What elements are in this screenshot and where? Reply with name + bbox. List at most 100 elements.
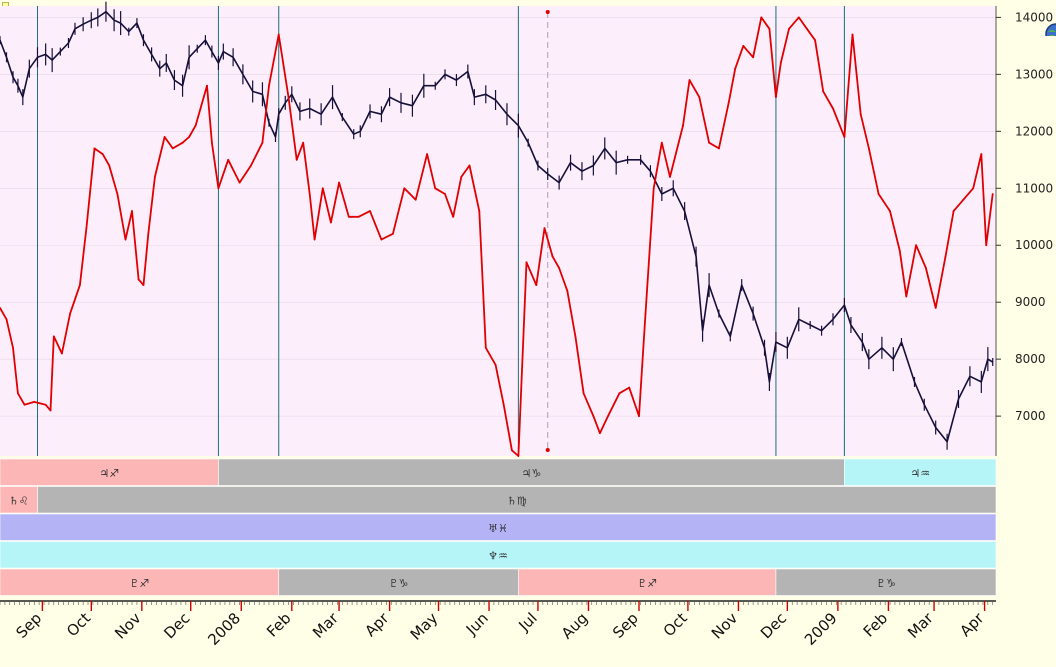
indicator-series-point [543,227,546,230]
x-tick-label: Dec [160,609,193,642]
indicator-series-point [468,164,471,167]
indicator-series-point [142,284,145,287]
x-tick-label: Jul [515,609,541,635]
dashed-marker-top-point [545,10,550,14]
indicator-series-point [268,84,270,87]
indicator-series-point [775,96,777,99]
indicator-series-point [717,147,720,150]
indicator-series-point [760,16,763,19]
band-segment-label: ♃♑ [522,467,542,480]
indicator-series-point [991,193,994,195]
x-tick-label: Oct [660,609,691,640]
indicator-series-point [566,289,569,292]
band-segment [0,541,997,569]
indicator-series-point [338,181,340,184]
indicator-series-point [78,284,81,287]
indicator-series-point [628,386,631,389]
indicator-series-point [925,267,927,269]
indicator-series-point [163,136,166,138]
indicator-series-line [0,16,994,457]
indicator-series-point [797,16,800,19]
indicator-series-point [779,62,782,64]
x-tick-label: Oct [63,609,94,640]
indicator-series-point [598,432,601,435]
indicator-series-point [582,392,585,395]
band-segment-label: ♇♐ [130,577,150,590]
indicator-series-point [227,158,230,161]
indicator-series-point [915,244,918,247]
indicator-series-point [0,306,1,309]
y-tick-label: 12000 [1015,124,1053,138]
indicator-series-point [638,415,640,418]
x-tick-label: Dec [757,609,790,642]
indicator-series-point [452,215,455,218]
indicator-series-point [391,232,394,235]
x-tick-label: May [407,609,442,644]
indicator-series-point [49,409,52,412]
indicator-series-point [618,392,621,395]
indicator-series-point [69,312,71,315]
indicator-series-point [380,238,383,241]
indicator-series-point [33,400,36,403]
indicator-series-point [494,363,497,366]
indicator-series-point [181,141,184,144]
x-tick-label: 2009 [801,609,841,649]
indicator-series-point [558,267,561,269]
indicator-series-point [369,210,371,212]
x-tick-label: Nov [111,609,145,643]
indicator-series-point [295,158,298,161]
band-segment-label: ♃♒ [910,467,930,480]
indicator-series-point [898,250,901,252]
indicator-series-point [734,67,737,70]
dashed-marker-bottom-point [545,448,550,452]
band-segment-label: ♇♑ [389,577,409,590]
globe-icon[interactable] [1044,22,1056,36]
indicator-series-point [788,27,790,30]
band-segment [844,458,997,486]
indicator-series-point [980,153,983,156]
indicator-series-point [574,335,577,338]
y-tick-label: 11000 [1015,181,1053,195]
indicator-series-point [877,193,880,195]
indicator-series-point [137,278,140,281]
band-segment-label: ♇♐ [637,577,657,590]
indicator-series-point [313,238,316,241]
indicator-series-point [61,352,63,355]
y-tick-label: 8000 [1015,352,1046,366]
indicator-series-point [551,255,554,258]
indicator-series-point [806,27,808,30]
indicator-series-point [85,227,88,230]
indicator-series-point [44,403,47,406]
y-tick-label: 14000 [1015,10,1053,24]
indicator-series-point [669,175,671,178]
x-tick-label: Mar [309,609,342,642]
indicator-series-point [101,153,104,156]
band-segment [775,568,997,596]
x-tick-label: Feb [860,609,892,641]
indicator-series-point [287,96,290,99]
band-segment-label: ♃♐ [99,467,119,480]
x-tick-label: Jun [462,609,492,639]
indicator-series-point [934,306,937,309]
x-tick-label: Nov [708,609,742,643]
indicator-series-point [698,96,701,99]
planet-sign-bands: ♃♐ ♃♑ ♃♒ ♄♌ ♄♍ ♅♓ ♆♒ ♇♐ ♇♑ ♇♐ ♇♑ [0,458,997,596]
indicator-series-point [434,187,437,190]
indicator-series-point [962,198,965,201]
indicator-series-point [502,403,505,406]
indicator-series-point [843,136,846,138]
indicator-series-point [250,164,252,167]
indicator-series-point [478,210,481,212]
x-tick-label: Apr [361,609,393,641]
x-tick-label: Feb [263,609,295,641]
indicator-series-point [510,449,513,452]
band-segment-label: ♆♒ [488,549,508,562]
indicator-series-point [403,187,406,190]
x-tick-label: Aug [558,609,591,642]
band-segment-label: ♅♓ [488,522,508,535]
indicator-series-point [822,90,825,93]
y-tick-label: 7000 [1015,409,1046,423]
indicator-series-point [194,124,197,127]
indicator-series-point [484,346,487,349]
indicator-series-point [206,84,208,87]
